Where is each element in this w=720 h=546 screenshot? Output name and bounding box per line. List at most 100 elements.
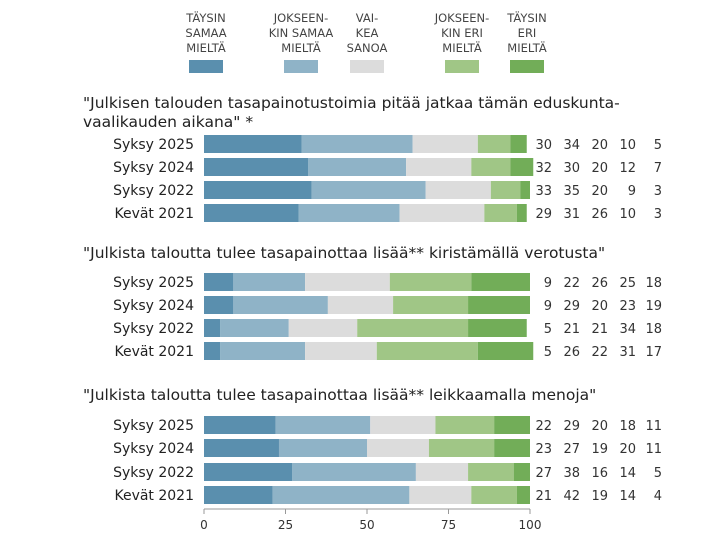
panel-title: "Julkisen talouden tasapainotustoimia pi… [83, 94, 620, 112]
bar-segment [204, 135, 302, 153]
data-label: 22 [563, 276, 580, 291]
data-label: 29 [535, 207, 552, 222]
bar-segment [409, 486, 472, 504]
legend-label: MIELTÄ [281, 40, 321, 55]
bar-segment [204, 204, 299, 222]
bar-segment [406, 158, 472, 176]
legend-label: VAI- [356, 11, 379, 25]
category-label: Syksy 2024 [113, 441, 194, 457]
data-label: 18 [645, 322, 662, 337]
data-label: 3 [654, 207, 662, 222]
bar-segment [477, 135, 511, 153]
legend-label: TÄYSIN [506, 10, 546, 25]
data-label: 34 [619, 322, 636, 337]
data-label: 4 [654, 489, 662, 504]
data-label: 10 [619, 138, 636, 153]
category-label: Syksy 2024 [113, 160, 194, 176]
data-label: 19 [591, 489, 608, 504]
bar-segment [471, 486, 517, 504]
bar-segment [220, 342, 306, 360]
bar-segment [308, 158, 407, 176]
bar-segment [510, 135, 527, 153]
x-tick-label: 0 [200, 518, 208, 532]
bar-segment [204, 439, 279, 457]
bar-segment [272, 486, 410, 504]
data-label: 38 [563, 466, 580, 481]
data-label: 34 [563, 138, 580, 153]
bar-segment [305, 273, 390, 291]
bar-segment [278, 439, 367, 457]
x-tick-label: 75 [441, 518, 456, 532]
legend-label: SAMAA [185, 26, 226, 40]
data-label: 19 [645, 299, 662, 314]
bar-segment [204, 181, 312, 199]
bar-segment [233, 296, 328, 314]
data-label: 11 [645, 419, 662, 434]
bar-segment [292, 463, 416, 481]
bar-segment [516, 204, 527, 222]
data-label: 5 [544, 345, 552, 360]
bar-segment [513, 463, 530, 481]
data-label: 21 [591, 322, 608, 337]
bar-segment [204, 486, 273, 504]
bar-segment [468, 296, 530, 314]
bar-segment [204, 342, 221, 360]
category-label: Syksy 2025 [113, 275, 194, 291]
x-tick-label: 50 [359, 518, 374, 532]
legend-label: JOKSEEN- [434, 11, 490, 25]
data-label: 20 [619, 442, 636, 457]
data-label: 12 [619, 161, 636, 176]
x-tick-label: 25 [278, 518, 293, 532]
bar-segment [220, 319, 289, 337]
legend-label: JOKSEEN- [273, 11, 329, 25]
bar-segment [393, 296, 469, 314]
bar-segment [490, 181, 521, 199]
bar-segment [204, 158, 309, 176]
category-label: Kevät 2021 [114, 206, 194, 222]
bar-segment [305, 342, 377, 360]
bar-segment [233, 273, 306, 291]
legend-label: MIELTÄ [186, 40, 226, 55]
data-label: 26 [591, 276, 608, 291]
data-label: 16 [591, 466, 608, 481]
bar-segment [468, 319, 527, 337]
panel-title: vaalikauden aikana" * [83, 113, 253, 131]
bar-segment [468, 463, 514, 481]
legend-swatch [445, 60, 479, 73]
legend-label: TÄYSIN [185, 10, 225, 25]
legend-swatch [510, 60, 544, 73]
category-label: Syksy 2024 [113, 298, 194, 314]
legend-label: ERI [518, 26, 537, 40]
bar-segment [301, 135, 413, 153]
legend-label: KIN SAMAA [269, 26, 334, 40]
data-label: 29 [563, 299, 580, 314]
bar-segment [311, 181, 426, 199]
data-label: 20 [591, 184, 608, 199]
bar-segment [376, 342, 478, 360]
data-label: 9 [544, 276, 552, 291]
data-label: 21 [563, 322, 580, 337]
data-label: 14 [619, 466, 636, 481]
legend-swatch [189, 60, 223, 73]
bar-segment [484, 204, 517, 222]
bar-segment [399, 204, 485, 222]
data-label: 20 [591, 138, 608, 153]
data-label: 7 [654, 161, 662, 176]
data-label: 30 [563, 161, 580, 176]
data-label: 3 [654, 184, 662, 199]
bar-segment [367, 439, 429, 457]
category-label: Kevät 2021 [114, 344, 194, 360]
bar-segment [327, 296, 394, 314]
data-label: 23 [535, 442, 552, 457]
bar-segment [435, 416, 495, 434]
bar-segment [298, 204, 400, 222]
panel-title: "Julkista taloutta tulee tasapainottaa l… [83, 244, 605, 262]
data-label: 21 [535, 489, 552, 504]
data-label: 18 [619, 419, 636, 434]
data-label: 14 [619, 489, 636, 504]
data-label: 5 [654, 138, 662, 153]
data-label: 42 [563, 489, 580, 504]
data-label: 27 [563, 442, 580, 457]
